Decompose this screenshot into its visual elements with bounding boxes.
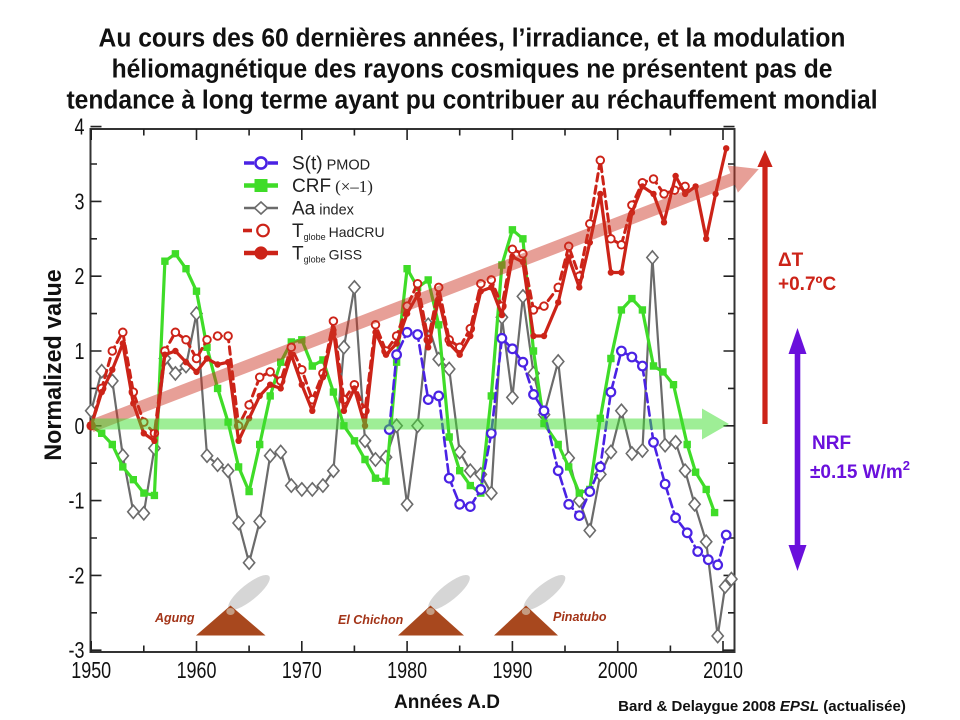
svg-text:-2: -2	[69, 563, 85, 589]
svg-text:1980: 1980	[387, 658, 427, 684]
svg-text:1990: 1990	[492, 658, 532, 684]
svg-text:ΔT: ΔT	[778, 250, 804, 271]
svg-text:Bard & Delaygue 2008 EPSL (act: Bard & Delaygue 2008 EPSL (actualisée)	[618, 698, 906, 715]
svg-text:Années A.D: Années A.D	[394, 692, 500, 713]
svg-text:héliomagnétique des rayons cos: héliomagnétique des rayons cosmiques ne …	[112, 55, 833, 84]
svg-text:NRF: NRF	[812, 433, 851, 454]
svg-text:1950: 1950	[71, 658, 111, 684]
svg-text:1960: 1960	[177, 658, 217, 684]
svg-text:±0.15 W/m2: ±0.15 W/m2	[810, 458, 910, 483]
svg-text:+0.7ºC: +0.7ºC	[778, 274, 836, 295]
svg-text:-1: -1	[69, 489, 85, 515]
svg-text:2010: 2010	[703, 658, 743, 684]
svg-text:4: 4	[75, 115, 85, 141]
svg-text:3: 3	[75, 189, 85, 215]
svg-text:0: 0	[75, 414, 85, 440]
svg-text:Normalized value: Normalized value	[41, 269, 67, 460]
svg-text:El Chichon: El Chichon	[338, 613, 404, 627]
svg-text:1970: 1970	[282, 658, 322, 684]
svg-text:S(t)PMOD: S(t) PMOD	[292, 154, 370, 175]
svg-text:Agung: Agung	[154, 611, 195, 625]
svg-text:tendance à long terme ayant pu: tendance à long terme ayant pu contribue…	[66, 86, 877, 115]
svg-text:Au cours des 60 dernières anné: Au cours des 60 dernières années, l’irra…	[99, 24, 846, 53]
svg-text:Pinatubo: Pinatubo	[553, 610, 607, 624]
svg-text:2000: 2000	[598, 658, 638, 684]
svg-text:2: 2	[75, 264, 85, 290]
svg-text:1: 1	[75, 339, 85, 365]
svg-text:-3: -3	[69, 638, 85, 664]
